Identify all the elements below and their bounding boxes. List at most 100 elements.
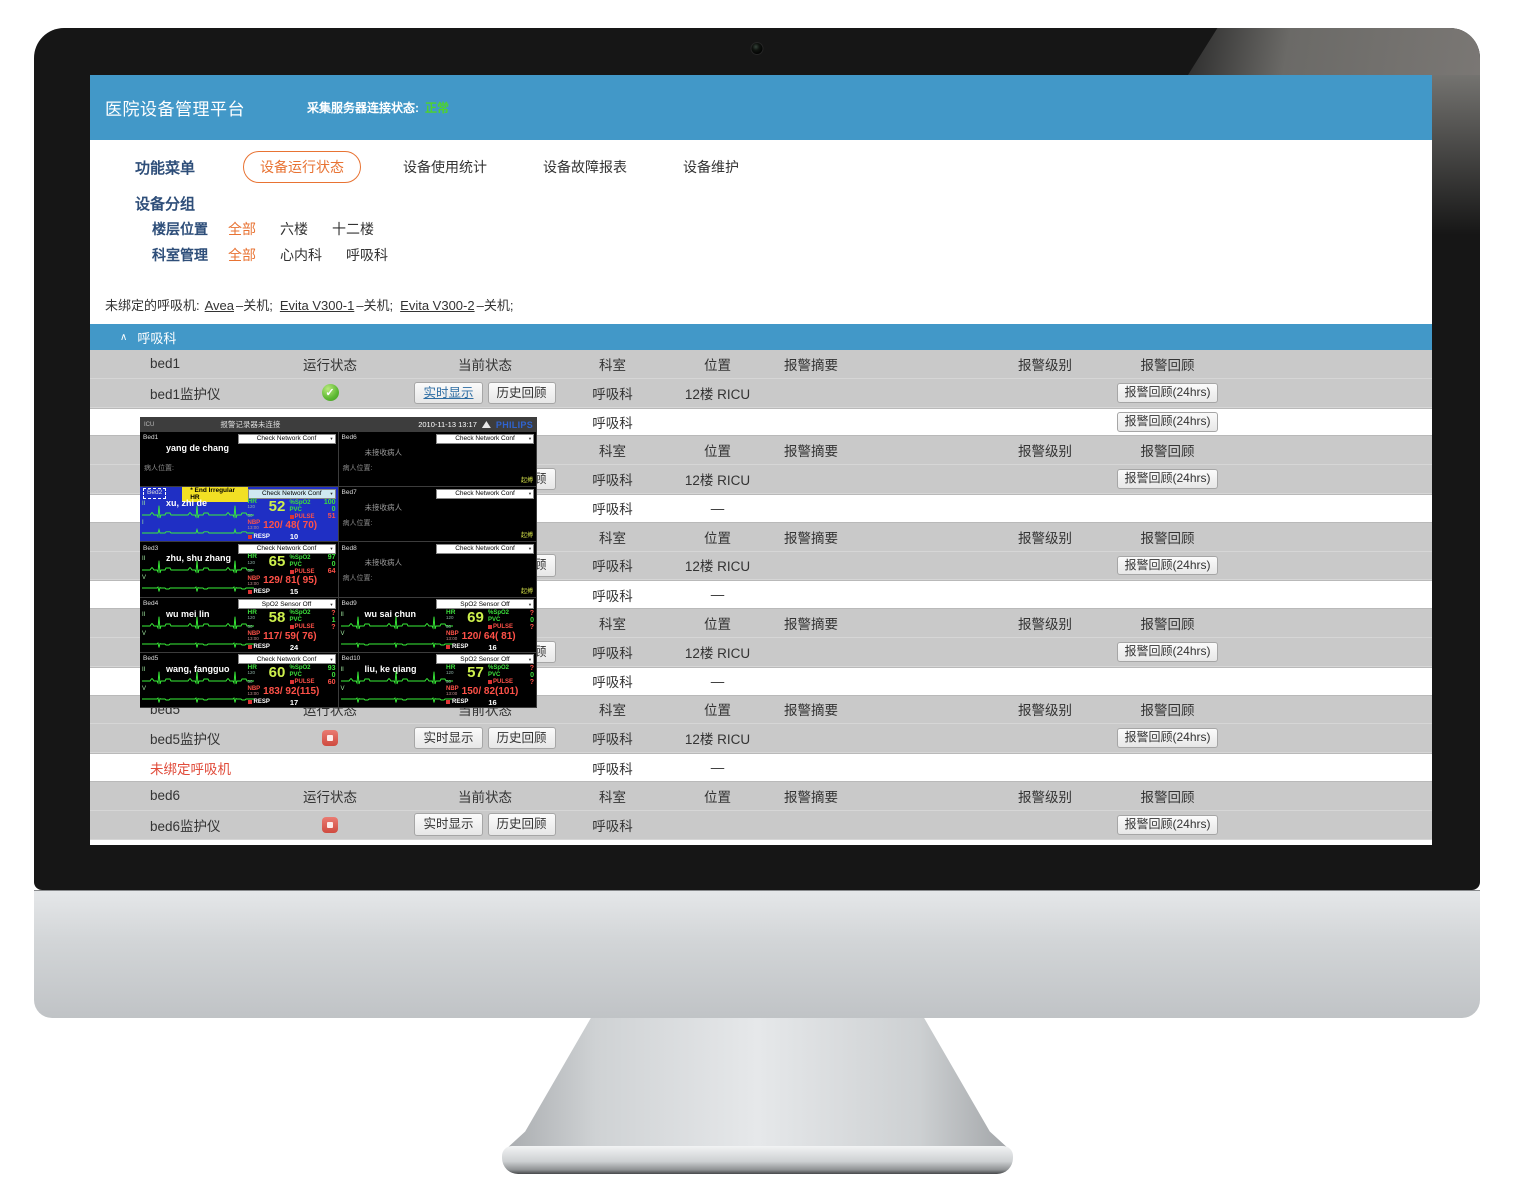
ventilator-link-avea[interactable]: Avea: [204, 298, 235, 313]
tile-status-dropdown[interactable]: SpO2 Sensor Off ▼: [436, 599, 534, 610]
chevron-down-icon: ▼: [528, 436, 532, 441]
filter-floor-row: 楼层位置 全部 六楼 十二楼: [152, 219, 1432, 239]
column-header: 当前状态: [458, 789, 512, 805]
vital-label: %SpO2: [289, 554, 311, 561]
collapse-icon[interactable]: ∧: [120, 331, 128, 343]
device-name-label: bed1监护仪: [150, 386, 221, 402]
unbound-prefix: 未绑定的呼吸机:: [105, 298, 200, 313]
realtime-display-button[interactable]: 实时显示: [414, 813, 483, 836]
bed-id-label: Bed6: [341, 434, 357, 442]
tile-status-dropdown[interactable]: Check Network Conf ▼: [237, 654, 336, 665]
monitor-stand-base: [502, 1146, 1013, 1174]
vital-value: 0: [331, 561, 336, 569]
popup-datetime: 2010-11-13 13:17: [418, 420, 477, 429]
ventilator-link-evita-v300-1[interactable]: Evita V300-1: [279, 298, 355, 313]
vital-label: %SpO2: [488, 610, 510, 617]
monitor-tile-bed3: Bed3 Check Network Conf ▼ zhu, shu zhang II V…: [140, 542, 339, 598]
location-value: 12楼 RICU: [684, 645, 751, 661]
alarm-review-button[interactable]: 报警回顾(24hrs): [1117, 555, 1218, 576]
tile-status-dropdown[interactable]: Check Network Conf ▼: [436, 543, 534, 554]
realtime-display-button[interactable]: 实时显示: [414, 381, 483, 404]
status-stopped-icon: [322, 816, 338, 833]
hr-label: HR: [446, 608, 456, 616]
section-header-respiratory[interactable]: ∧ 呼吸科: [90, 324, 1432, 350]
filter-dept-respiratory[interactable]: 呼吸科: [346, 247, 388, 263]
dropdown-text: Check Network Conf: [455, 435, 515, 442]
column-header: 科室: [599, 617, 626, 633]
tile-status-dropdown[interactable]: SpO2 Sensor Off ▼: [237, 599, 336, 610]
device-group-title: 设备分组: [135, 196, 196, 213]
history-review-button[interactable]: 历史回顾: [487, 727, 556, 750]
chevron-down-icon: ▼: [528, 491, 532, 497]
alarm-review-button[interactable]: 报警回顾(24hrs): [1117, 728, 1218, 749]
app-title: 医院设备管理平台: [105, 100, 245, 119]
tab-device-usage-stats[interactable]: 设备使用统计: [403, 159, 488, 175]
app-header: 医院设备管理平台 采集服务器连接状态: 正常: [90, 75, 1432, 140]
alarm-off-icon: [247, 700, 252, 705]
location-value: 12楼 RICU: [684, 473, 751, 489]
tile-status-dropdown[interactable]: SpO2 Sensor Off ▼: [436, 654, 534, 665]
history-review-button[interactable]: 历史回顾: [487, 381, 556, 404]
filter-dept-all[interactable]: 全部: [228, 247, 256, 263]
table-row: bed5 运行状态 当前状态 科室 位置 报警摘要 报警级别 报警回顾: [90, 695, 1432, 725]
bed-group-label: bed6: [150, 788, 181, 804]
no-patient-label: 未接收病人: [364, 448, 403, 457]
tab-device-fault-report[interactable]: 设备故障报表: [543, 159, 628, 175]
filter-floor-6f[interactable]: 六楼: [280, 221, 308, 237]
monitor-tile-bed7: Bed7 Check Network Conf ▼ 未接收病人 病人位置: 起搏: [338, 487, 537, 543]
dropdown-text: Check Network Conf: [256, 435, 317, 442]
tile-status-dropdown[interactable]: Check Network Conf ▼: [237, 543, 336, 554]
alarm-review-button[interactable]: 报警回顾(24hrs): [1117, 814, 1218, 835]
alarm-review-button[interactable]: 报警回顾(24hrs): [1117, 641, 1218, 662]
history-review-button[interactable]: 历史回顾: [487, 813, 556, 836]
device-group-filters: 设备分组 楼层位置 全部 六楼 十二楼 科室管理 全部 心内科 呼吸科: [90, 193, 1432, 265]
pacing-label: 起搏: [520, 478, 533, 485]
ecg-waveform: [340, 641, 453, 648]
monitor-tile-bed2: Bed2 * End Irregular HR Check Network Conf…: [140, 487, 339, 543]
column-header: 位置: [704, 357, 731, 373]
department-value: 呼吸科: [592, 761, 633, 777]
ecg-waveform: [340, 696, 453, 703]
column-header: 科室: [599, 530, 626, 546]
nbp-label: NBP: [247, 686, 261, 692]
bed-group-label: bed1: [150, 356, 181, 372]
ventilator-state: –关机;: [236, 298, 273, 313]
vital-value: ?: [529, 609, 534, 617]
column-header: 报警级别: [1018, 444, 1072, 460]
realtime-display-button[interactable]: 实时显示: [414, 727, 483, 750]
resp-label: RESP: [253, 588, 270, 595]
patient-location-label: 病人位置:: [342, 575, 373, 583]
filter-dept-cardiology[interactable]: 心内科: [280, 247, 322, 263]
location-value: 12楼 RICU: [684, 386, 751, 402]
alarm-review-button[interactable]: 报警回顾(24hrs): [1117, 469, 1218, 489]
tab-device-maintenance[interactable]: 设备维护: [683, 159, 740, 175]
hr-label: HR: [247, 663, 257, 671]
patient-location-label: 病人位置:: [342, 520, 373, 528]
monitor-tile-bed10: Bed10 SpO2 Sensor Off ▼ liu, ke qiang II V HR 1…: [338, 652, 537, 708]
ventilator-status-label: 未绑定呼吸机: [150, 761, 231, 777]
chevron-down-icon: ▼: [528, 656, 532, 662]
resp-label: RESP: [452, 699, 469, 706]
tile-status-dropdown[interactable]: Check Network Conf ▼: [248, 488, 336, 499]
hr-limit-low: 50: [446, 678, 452, 684]
ventilator-link-evita-v300-2[interactable]: Evita V300-2: [400, 298, 475, 313]
tile-status-dropdown[interactable]: Check Network Conf ▼: [436, 488, 534, 499]
hr-limit-low: 50: [247, 568, 253, 574]
alarm-review-button[interactable]: 报警回顾(24hrs): [1117, 412, 1218, 432]
filter-floor-12f[interactable]: 十二楼: [332, 221, 374, 237]
vital-value: 0: [331, 671, 336, 679]
monitor-tile-bed6: Bed6 Check Network Conf ▼ 未接收病人 病人位置: 起搏: [338, 432, 537, 488]
vital-value: ?: [529, 664, 534, 672]
vital-value: ?: [331, 623, 336, 631]
tile-status-dropdown[interactable]: Check Network Conf ▼: [237, 433, 336, 444]
tab-device-run-status[interactable]: 设备运行状态: [243, 151, 362, 183]
filter-floor-all[interactable]: 全部: [228, 221, 256, 237]
bed-id-label: Bed10: [341, 655, 361, 662]
ecg-waveform: [340, 616, 453, 630]
resp-label: RESP: [253, 699, 270, 706]
alarm-review-button[interactable]: 报警回顾(24hrs): [1117, 382, 1218, 403]
table-row: bed5监护仪 实时显示 历史回顾 呼吸科 12楼 RICU 报警回顾(24hrs): [90, 724, 1432, 754]
status-ok-icon: ✓: [321, 384, 339, 402]
tile-status-dropdown[interactable]: Check Network Conf ▼: [436, 433, 534, 444]
column-header: 报警级别: [1018, 617, 1072, 633]
